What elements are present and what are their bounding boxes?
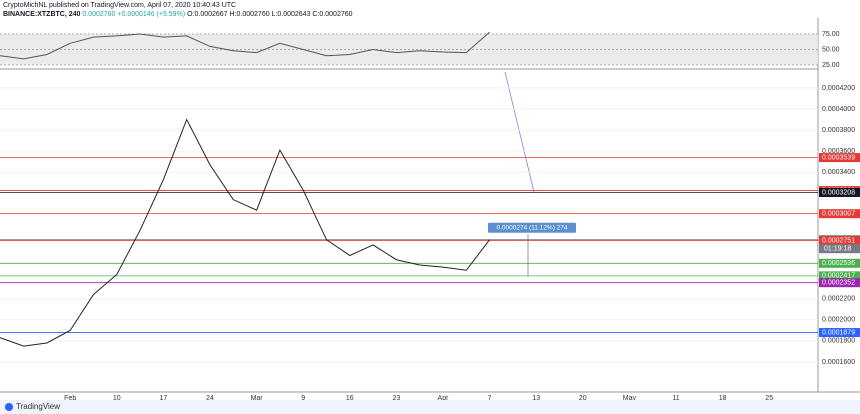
y-tick-label: 0.0001800 <box>822 338 855 345</box>
x-tick-label: 9 <box>301 395 305 402</box>
x-tick-label: 24 <box>206 395 214 402</box>
x-tick-label: Feb <box>64 395 76 402</box>
x-tick-label: Mar <box>251 395 264 402</box>
price-line <box>0 31 490 60</box>
x-tick-label: 20 <box>579 395 587 402</box>
price-tag-label: 0.0002352 <box>822 280 855 287</box>
y-tick-label: 0.0002200 <box>822 296 855 303</box>
y-tick-label: 0.0003600 <box>822 148 855 155</box>
change: +0.0000146 (+5.59%) <box>117 11 186 18</box>
y-tick-label: 75.00 <box>822 31 840 38</box>
price-tag <box>819 271 860 281</box>
price-tag <box>819 209 860 219</box>
price-tag <box>819 236 860 246</box>
publisher: CryptoMichNL published on TradingView.co… <box>3 2 237 9</box>
price-tag-label: 0.0002751 <box>822 237 855 244</box>
y-tick-label: 0.0003400 <box>822 169 855 176</box>
x-tick-label: 17 <box>160 395 168 402</box>
price-tag-label: 0.0001879 <box>822 329 855 336</box>
y-tick-label: 0.0002000 <box>822 317 855 324</box>
price-tag <box>819 278 860 288</box>
x-tick-label: May <box>623 395 637 402</box>
last: 0.0002760 <box>82 11 116 18</box>
price-tag <box>819 153 860 163</box>
x-tick-label: 7 <box>488 395 492 402</box>
countdown-tag <box>819 244 860 254</box>
y-tick-label: 25.00 <box>822 62 840 69</box>
y-tick-label: 0.0001600 <box>822 359 855 366</box>
price-tag <box>819 328 860 338</box>
brand: TradingView <box>16 402 60 411</box>
symbol: BINANCE:XTZBTC, 240 <box>3 11 81 18</box>
logo <box>5 403 13 411</box>
price-tag-label: 0.0002536 <box>822 260 855 267</box>
countdown: 01:19:18 <box>824 246 851 253</box>
footer-bar <box>0 400 860 414</box>
y-tick-label: 0.0003800 <box>822 127 855 134</box>
x-tick-label: 23 <box>393 395 401 402</box>
x-tick-label: 18 <box>719 395 727 402</box>
y-tick-label: 0.0004200 <box>822 85 855 92</box>
x-tick-label: 13 <box>532 395 540 402</box>
x-tick-label: 11 <box>672 395 679 402</box>
price-tag <box>819 258 860 268</box>
measure-label: 0.0000274 (11.12%) 274 <box>496 224 567 231</box>
symbol-line: BINANCE:XTZBTC, 240 0.0002760 +0.0000146… <box>3 10 353 19</box>
price-tag-label: 0.0003539 <box>822 154 855 161</box>
y-tick-label: 0.0004000 <box>822 106 855 113</box>
x-tick-label: 10 <box>113 395 121 402</box>
x-tick-label: 16 <box>346 395 354 402</box>
ohlc: O:0.0002667 H:0.0002760 L:0.0002643 C:0.… <box>187 11 353 18</box>
price-tag-label: 0.0002417 <box>822 273 855 280</box>
price-line <box>0 118 490 347</box>
header: CryptoMichNL published on TradingView.co… <box>3 1 353 19</box>
x-tick-label: 25 <box>765 395 773 402</box>
measure-box <box>488 222 576 233</box>
price-tag <box>819 187 860 197</box>
x-tick-label: Apr <box>438 395 450 402</box>
y-tick-label: 50.00 <box>822 46 840 53</box>
price-tag-label: 0.0003007 <box>822 211 855 218</box>
price-tag-label: 0.0003208 <box>822 189 855 196</box>
